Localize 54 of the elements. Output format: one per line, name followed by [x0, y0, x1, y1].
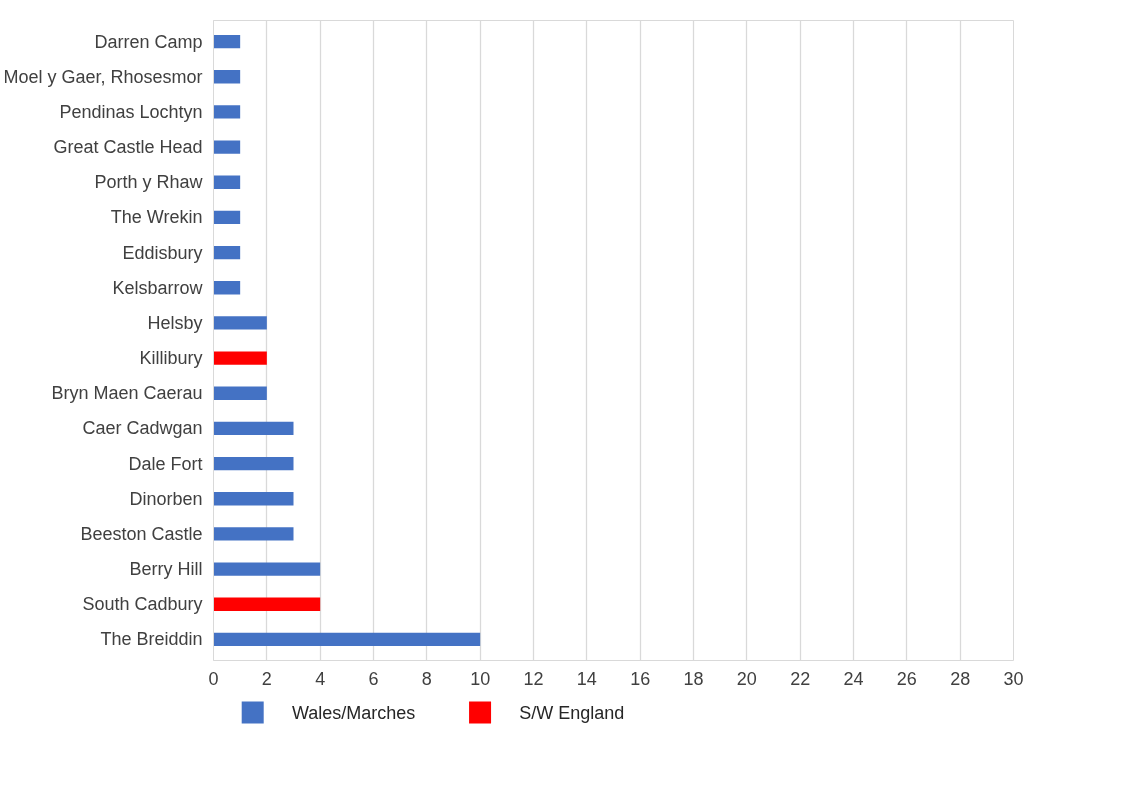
bar: [213, 632, 481, 647]
bar: [213, 281, 241, 295]
y-tick-label: Beeston Castle: [80, 523, 203, 544]
bar: [213, 492, 294, 506]
y-tick-label: Berry Hill: [129, 559, 203, 580]
bar: [213, 140, 241, 154]
y-tick-label: Dinorben: [129, 488, 203, 509]
x-tick-label: 8: [421, 668, 432, 689]
bar: [213, 316, 267, 330]
x-tick-label: 12: [523, 668, 544, 689]
bar: [213, 527, 294, 541]
y-tick-label: Porth y Rhaw: [94, 172, 204, 193]
x-tick-label: 22: [790, 668, 811, 689]
y-tick-label: Helsby: [147, 312, 203, 333]
y-tick-label: Caer Cadwgan: [82, 418, 203, 439]
bar: [213, 175, 241, 189]
bar: [213, 562, 321, 576]
x-tick-label: 18: [683, 668, 704, 689]
bar: [213, 421, 294, 436]
x-tick-label: 14: [576, 668, 597, 689]
x-tick-label: 2: [261, 668, 272, 689]
y-tick-label: Killibury: [139, 348, 203, 369]
bar: [213, 456, 294, 471]
x-tick-label: 28: [950, 668, 971, 689]
y-tick-label: Moel y Gaer, Rhosesmor: [3, 66, 203, 87]
y-tick-label: Dale Fort: [128, 453, 203, 474]
legend-label: Wales/Marches: [291, 702, 416, 723]
x-tick-label: 4: [315, 668, 326, 689]
bar: [213, 351, 267, 365]
x-tick-label: 6: [368, 668, 379, 689]
y-tick-label: Darren Camp: [94, 31, 203, 52]
x-tick-label: 16: [630, 668, 651, 689]
bar: [213, 70, 241, 84]
y-tick-label: Great Castle Head: [53, 137, 203, 158]
y-tick-label: Bryn Maen Caerau: [51, 383, 203, 404]
y-tick-label: Eddisbury: [122, 242, 203, 263]
bar: [213, 34, 241, 49]
y-tick-label: Kelsbarrow: [112, 277, 204, 298]
x-tick-label: 24: [843, 668, 864, 689]
y-tick-label: The Wrekin: [110, 207, 203, 228]
bar: [213, 105, 241, 119]
bar: [213, 597, 321, 611]
x-tick-label: 20: [736, 668, 757, 689]
x-tick-label: 30: [1003, 668, 1024, 689]
bar: [213, 210, 241, 225]
bar: [213, 245, 241, 260]
x-tick-label: 0: [208, 668, 219, 689]
x-tick-label: 26: [896, 668, 917, 689]
x-tick-label: 10: [470, 668, 491, 689]
legend-label: S/W England: [519, 702, 625, 723]
y-tick-label: The Breiddin: [100, 629, 203, 650]
y-tick-label: Pendinas Lochtyn: [59, 101, 203, 122]
y-tick-label: South Cadbury: [82, 594, 203, 615]
bar: [213, 386, 267, 400]
